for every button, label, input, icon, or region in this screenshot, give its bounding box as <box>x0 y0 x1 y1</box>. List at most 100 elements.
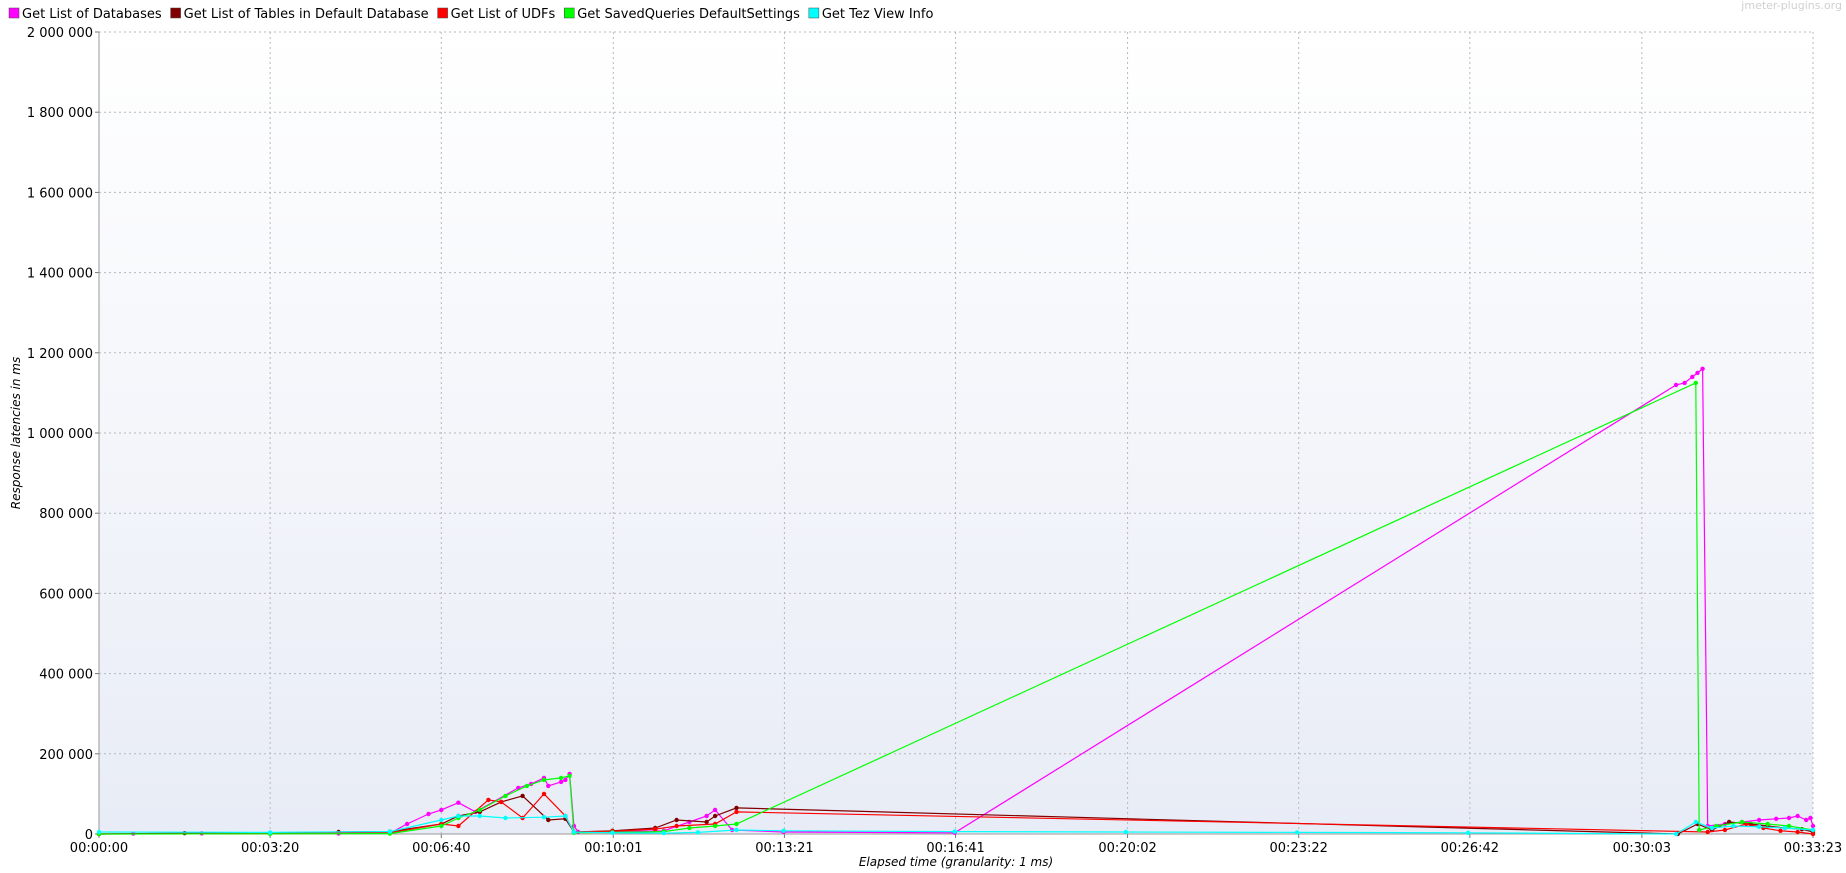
data-point <box>1693 819 1699 825</box>
data-point <box>477 807 482 813</box>
data-point <box>704 813 709 819</box>
x-tick-label: 00:20:02 <box>1098 841 1156 856</box>
x-tick-label: 00:33:23 <box>1784 841 1842 856</box>
data-point <box>1765 821 1770 827</box>
data-point <box>486 797 491 803</box>
x-tick-label: 00:00:00 <box>70 841 128 856</box>
x-axis-title: Elapsed time (granularity: 1 ms) <box>859 855 1053 869</box>
y-tick-label: 200 000 <box>39 748 93 763</box>
data-point <box>1774 816 1779 821</box>
data-point <box>610 830 615 835</box>
data-point <box>1673 382 1679 388</box>
data-point <box>712 813 718 819</box>
data-point <box>1786 815 1792 821</box>
data-point <box>524 783 530 789</box>
y-tick-label: 2 000 000 <box>27 26 93 41</box>
legend-swatch <box>808 7 820 19</box>
data-point <box>499 799 504 805</box>
data-point <box>1673 831 1679 837</box>
data-point <box>1795 829 1800 835</box>
data-point <box>439 817 444 823</box>
data-point <box>781 828 786 833</box>
data-point <box>96 829 102 835</box>
data-point <box>1810 823 1816 829</box>
data-point <box>734 805 739 811</box>
data-point <box>1294 830 1300 835</box>
x-tick-label: 00:26:42 <box>1441 841 1499 856</box>
legend-label: Get SavedQueries DefaultSettings <box>577 7 800 22</box>
legend-label: Get Tez View Info <box>822 7 934 22</box>
data-point <box>541 791 547 797</box>
data-point <box>1697 827 1702 833</box>
data-point <box>704 819 709 825</box>
y-tick-label: 1 600 000 <box>27 186 93 201</box>
y-tick-label: 1 400 000 <box>27 267 93 282</box>
data-point <box>267 830 273 835</box>
data-point <box>520 793 525 799</box>
data-point <box>653 827 658 832</box>
data-point <box>503 815 508 821</box>
data-point <box>563 777 568 783</box>
data-point <box>734 821 739 827</box>
x-tick-label: 00:10:01 <box>584 841 642 856</box>
legend-swatch <box>170 7 181 19</box>
data-point <box>546 783 551 789</box>
series-line <box>98 815 1814 835</box>
data-point <box>952 829 957 834</box>
data-point <box>558 779 564 785</box>
x-tick-label: 00:16:41 <box>926 841 984 856</box>
grid-lines <box>99 31 1814 834</box>
data-point <box>503 793 508 799</box>
data-point <box>734 809 739 815</box>
data-point <box>1731 823 1736 829</box>
data-point <box>1465 830 1471 835</box>
data-point <box>439 807 444 813</box>
y-axis-title: Response latencies in ms <box>9 357 23 509</box>
data-point <box>541 815 547 820</box>
data-point <box>1693 380 1699 386</box>
data-point <box>1810 831 1816 837</box>
data-point <box>1804 817 1809 823</box>
data-point <box>571 829 577 835</box>
data-point <box>404 821 410 827</box>
data-point <box>456 800 461 805</box>
data-point <box>1722 827 1728 833</box>
series-lines <box>96 366 1816 837</box>
series-4 <box>96 813 1816 837</box>
data-point <box>1705 829 1710 835</box>
axes: 0 200 000 400 000 600 000 800 000 1 000 000 1 … <box>27 26 1842 856</box>
data-point <box>426 811 431 817</box>
y-tick-label: 1 800 000 <box>27 106 93 121</box>
legend-swatch <box>8 7 20 19</box>
y-tick-label: 0 <box>85 828 93 843</box>
data-point <box>477 813 482 819</box>
data-point <box>1786 823 1792 829</box>
data-point <box>1690 374 1695 380</box>
data-point <box>1695 370 1700 376</box>
data-point <box>1795 813 1800 819</box>
y-tick-label: 1 200 000 <box>27 347 93 362</box>
data-point <box>1778 828 1783 833</box>
data-point <box>387 829 393 834</box>
data-point <box>1700 366 1705 371</box>
data-point <box>456 813 461 819</box>
data-point <box>558 775 564 781</box>
data-point <box>734 827 739 833</box>
x-tick-label: 00:03:20 <box>241 841 299 856</box>
x-tick-label: 00:23:22 <box>1270 841 1328 856</box>
data-point <box>546 817 551 823</box>
data-point <box>1709 825 1715 831</box>
y-tick-label: 400 000 <box>39 668 93 683</box>
data-point <box>1123 829 1129 835</box>
data-point <box>1782 825 1788 831</box>
data-point <box>1682 380 1687 386</box>
legend-swatch <box>437 7 448 19</box>
y-tick-label: 600 000 <box>39 587 93 602</box>
legend-swatch <box>563 7 575 19</box>
data-point <box>674 817 679 823</box>
data-point <box>1756 824 1762 829</box>
data-point <box>567 773 572 779</box>
data-point <box>1739 819 1745 825</box>
data-point <box>456 823 461 829</box>
